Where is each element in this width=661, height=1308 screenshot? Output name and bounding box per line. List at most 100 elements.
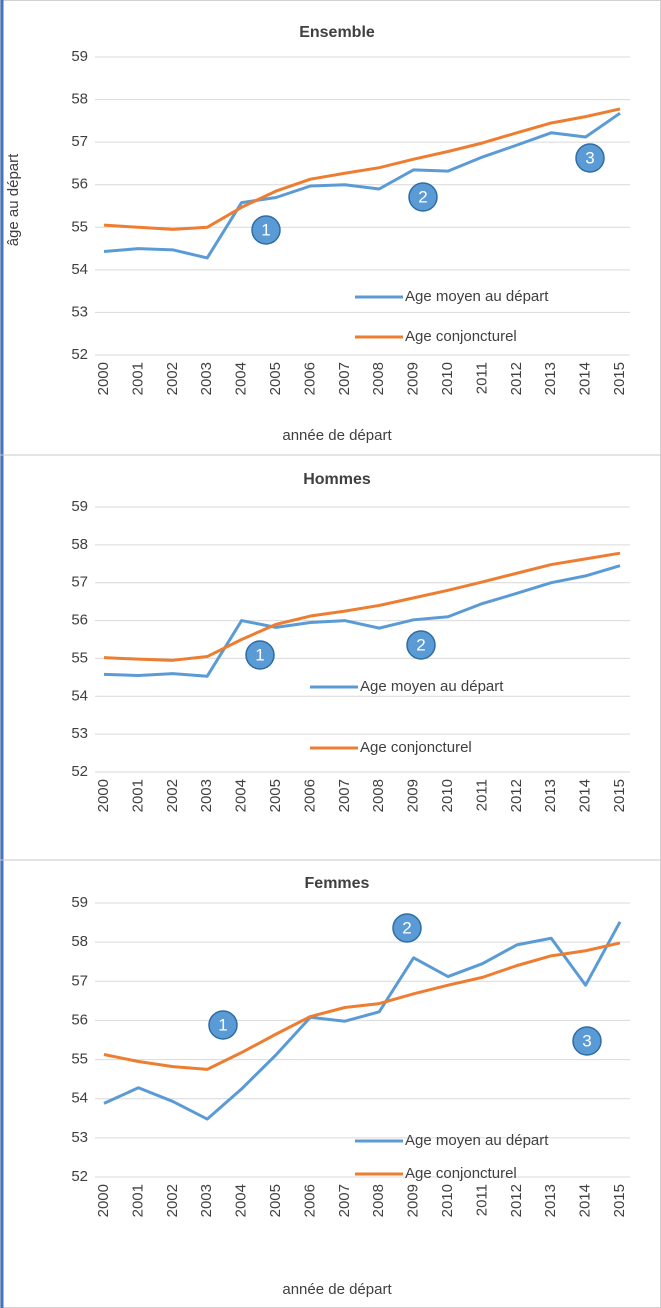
x-tick-label: 2006 [301,362,318,395]
data-line [103,551,621,662]
annotation: 2 [402,918,411,937]
annotation: 1 [255,645,264,664]
x-tick-label: 2008 [370,779,387,812]
x-tick-label: 2009 [405,362,422,395]
x-tick-label: 2012 [508,1184,525,1217]
legend-label: Age moyen au départ [405,1132,549,1149]
y-axis-title: âge au départ [5,153,22,246]
x-tick-label: 2012 [508,362,525,395]
annotation-marker [208,1010,238,1040]
annotation: 1 [218,1015,227,1034]
y-tick-label: 52 [71,1168,88,1185]
legend-label: Age conjoncturel [405,328,517,345]
x-tick-label: 2001 [129,1184,146,1217]
chart-title: Ensemble [299,24,375,41]
x-tick-label: 2008 [370,362,387,395]
annotation: 1 [261,220,270,239]
x-tick-label: 2010 [439,362,456,395]
x-tick-label: 2006 [301,1184,318,1217]
x-tick-label: 2003 [198,779,215,812]
data-line [103,111,621,260]
x-tick-label: 2000 [95,362,112,395]
x-tick-label: 2012 [508,779,525,812]
x-tick-label: 2003 [198,362,215,395]
x-tick-label: 2014 [577,779,594,812]
y-tick-label: 57 [71,972,88,989]
x-tick-label: 2013 [542,779,559,812]
x-tick-label: 2013 [542,362,559,395]
x-tick-label: 2007 [336,779,353,812]
y-tick-label: 56 [71,1011,88,1028]
data-line [103,941,621,1071]
annotation-marker [251,215,281,245]
annotation: 3 [582,1031,591,1050]
x-tick-label: 2005 [267,362,284,395]
y-tick-label: 54 [71,1090,88,1107]
x-tick-label: 2003 [198,1184,215,1217]
x-tick-label: 2004 [233,362,250,395]
y-tick-label: 55 [71,649,88,666]
data-line [103,921,622,1121]
x-tick-label: 2015 [611,1184,628,1217]
legend-label: Age moyen au départ [360,678,504,695]
y-tick-label: 52 [71,763,88,780]
x-tick-label: 2005 [267,1184,284,1217]
y-tick-label: 53 [71,303,88,320]
x-tick-label: 2014 [577,1184,594,1217]
annotation: 3 [585,148,594,167]
x-tick-label: 2004 [233,1184,250,1217]
y-tick-label: 56 [71,612,88,629]
x-tick-label: 2015 [611,362,628,395]
y-tick-label: 57 [71,574,88,591]
y-tick-label: 54 [71,687,88,704]
x-tick-label: 2013 [542,1184,559,1217]
x-tick-label: 2011 [473,1184,490,1216]
x-tick-label: 2001 [129,779,146,812]
x-tick-label: 2000 [95,779,112,812]
x-axis-title: année de départ [282,427,392,444]
y-tick-label: 59 [71,894,88,911]
y-tick-label: 53 [71,725,88,742]
y-tick-label: 53 [71,1129,88,1146]
y-tick-label: 58 [71,536,88,553]
x-tick-label: 2009 [405,779,422,812]
y-tick-label: 55 [71,218,88,235]
x-tick-label: 2008 [370,1184,387,1217]
annotation-marker [245,640,275,670]
x-tick-label: 2006 [301,779,318,812]
annotation: 2 [416,635,425,654]
data-line [103,107,621,231]
x-tick-label: 2007 [336,362,353,395]
annotation-marker [406,630,436,660]
x-tick-label: 2010 [439,779,456,812]
legend-label: Age conjoncturel [405,1165,517,1182]
annotation-marker [408,182,438,212]
x-tick-label: 2007 [336,1184,353,1217]
data-line [103,564,621,678]
annotation: 2 [418,187,427,206]
x-tick-label: 2002 [164,779,181,812]
annotation-marker [575,143,605,173]
annotation-marker [572,1026,602,1056]
x-tick-label: 2011 [473,362,490,394]
legend-label: Age moyen au départ [405,288,549,305]
y-tick-label: 58 [71,91,88,108]
chart-title: Hommes [303,471,371,488]
y-tick-label: 56 [71,176,88,193]
y-tick-label: 52 [71,346,88,363]
x-tick-label: 2010 [439,1184,456,1217]
x-tick-label: 2001 [129,362,146,395]
x-tick-label: 2014 [577,362,594,395]
y-tick-label: 54 [71,261,88,278]
x-tick-label: 2011 [473,779,490,811]
x-tick-label: 2004 [233,779,250,812]
x-tick-label: 2000 [95,1184,112,1217]
y-tick-label: 59 [71,498,88,515]
x-axis-title: année de départ [282,1281,392,1298]
x-tick-label: 2002 [164,362,181,395]
chart-title: Femmes [305,875,370,892]
y-tick-label: 59 [71,48,88,65]
y-tick-label: 58 [71,933,88,950]
